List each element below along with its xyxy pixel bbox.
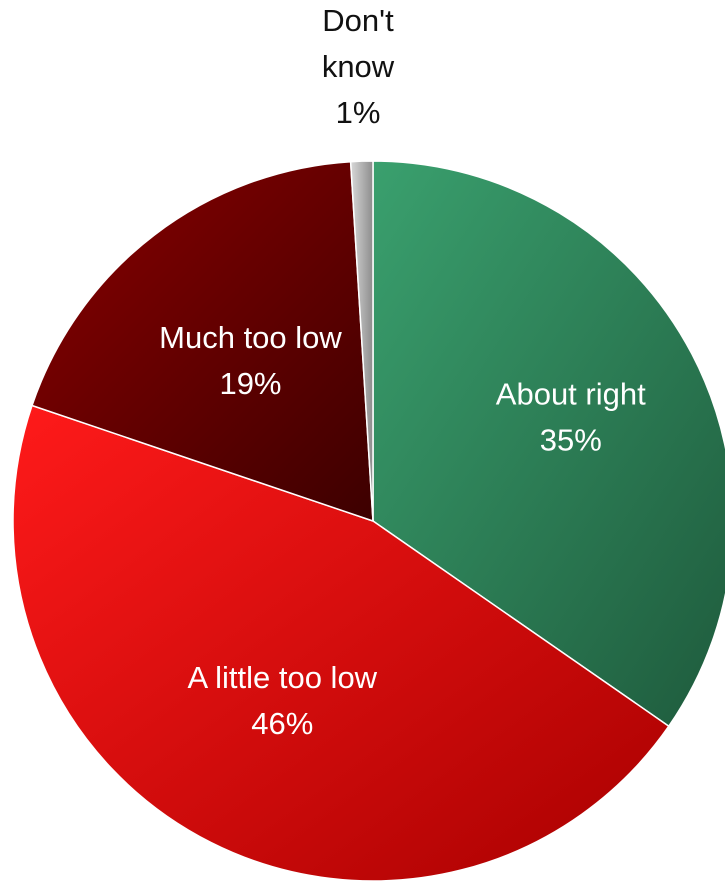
label-about-right: About right 35%	[496, 377, 646, 458]
label-percent: 1%	[336, 95, 381, 130]
label-don-t-know: Don't know 1%	[322, 3, 395, 130]
pie-labels: About right 35% A little too low 46% Much to…	[159, 3, 646, 741]
slice-about-right	[372, 160, 725, 728]
label-category: A little too low	[188, 660, 378, 695]
label-category: Don't	[322, 3, 394, 38]
label-percent: 35%	[540, 423, 602, 458]
pie-slices	[12, 160, 725, 882]
label-category: know	[322, 49, 395, 84]
label-category: About right	[496, 377, 646, 412]
label-percent: 46%	[251, 706, 313, 741]
slice-much-too-low	[31, 160, 374, 523]
slice-a-little-too-low	[12, 404, 670, 882]
label-much-too-low: Much too low 19%	[159, 320, 342, 401]
label-category: Much too low	[159, 320, 342, 355]
label-percent: 19%	[219, 366, 281, 401]
label-a-little-too-low: A little too low 46%	[188, 660, 378, 741]
slice-don-t-know	[349, 160, 374, 522]
